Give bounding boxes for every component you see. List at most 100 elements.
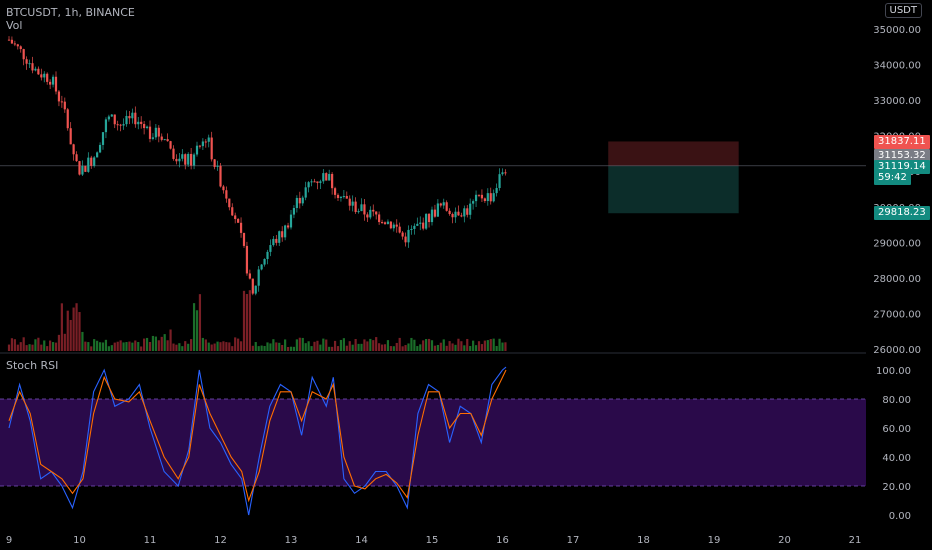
stoch-series-d xyxy=(8,369,507,503)
volume-bar xyxy=(401,346,404,351)
volume-bar xyxy=(472,340,475,351)
volume-bar xyxy=(304,343,307,351)
candle-body xyxy=(489,193,492,202)
candle-body xyxy=(292,208,296,215)
stop-loss-zone xyxy=(608,141,739,166)
candle-body xyxy=(151,137,155,139)
volume-bar xyxy=(72,307,75,351)
candle-body xyxy=(125,115,128,125)
candle-body xyxy=(192,154,196,166)
volume-bar xyxy=(298,337,301,351)
candle-body xyxy=(395,224,398,227)
volume-bar xyxy=(269,343,272,351)
symbol-label[interactable]: BTCUSDT, 1h, BINANCE xyxy=(6,6,135,19)
candle-body xyxy=(163,139,166,141)
candle-body xyxy=(210,137,213,160)
volume-bar xyxy=(110,345,113,351)
volume-bar xyxy=(251,345,254,351)
candle-body xyxy=(336,194,340,198)
volume-bar xyxy=(207,342,210,351)
volume-bar xyxy=(245,294,249,351)
volume-bar xyxy=(257,346,260,351)
volume-bar xyxy=(348,341,351,351)
candle-body xyxy=(107,116,110,120)
candle-body xyxy=(263,258,266,265)
candle-body xyxy=(422,222,425,229)
volume-bar xyxy=(498,338,501,351)
candle-body xyxy=(392,224,395,229)
candle-body xyxy=(31,63,34,71)
volume-bar xyxy=(184,341,187,351)
volume-bar xyxy=(234,337,237,351)
candle-body xyxy=(51,76,55,85)
volume-bar xyxy=(322,338,325,351)
candle-body xyxy=(160,136,163,140)
candle-body xyxy=(234,215,237,220)
candle-body xyxy=(84,165,87,172)
volume-bar xyxy=(49,340,52,351)
volume-bar xyxy=(489,339,492,351)
volume-bar xyxy=(228,342,231,351)
stop-price-tag: 31837.11 xyxy=(874,135,930,149)
candle-body xyxy=(269,245,272,252)
volume-bar xyxy=(339,339,343,351)
volume-bar xyxy=(407,343,410,351)
candle-body xyxy=(342,196,345,198)
candle-body xyxy=(378,214,381,223)
candle-body xyxy=(181,154,184,159)
candle-body xyxy=(325,173,328,181)
candle-body xyxy=(110,114,113,117)
currency-selector[interactable]: USDT xyxy=(884,3,922,18)
volume-bar xyxy=(416,346,419,351)
volume-label[interactable]: Vol xyxy=(6,19,23,32)
candle-body xyxy=(104,119,108,133)
volume-bar xyxy=(495,346,498,351)
volume-bar xyxy=(301,337,304,351)
volume-bar xyxy=(137,341,140,351)
time-axis-tick: 19 xyxy=(708,535,721,546)
volume-bar xyxy=(354,339,357,351)
candle-body xyxy=(72,144,75,155)
candle-body xyxy=(313,181,316,183)
candle-body xyxy=(37,68,40,75)
price-axis-tick: 35000.00 xyxy=(873,25,921,36)
candle-body xyxy=(389,221,392,229)
candle-body xyxy=(348,198,351,206)
volume-bar xyxy=(310,346,313,351)
time-axis-tick: 21 xyxy=(849,535,862,546)
volume-bar xyxy=(316,340,319,351)
candle-body xyxy=(439,203,442,206)
volume-bar xyxy=(40,344,43,351)
take-profit-zone xyxy=(608,165,739,214)
candle-body xyxy=(78,161,81,175)
candle-body xyxy=(260,264,263,270)
candle-body xyxy=(245,245,249,274)
volume-bar xyxy=(372,340,375,351)
volume-bar xyxy=(84,341,87,351)
volume-bar xyxy=(128,341,131,351)
candle-body xyxy=(295,197,298,209)
volume-bar xyxy=(10,338,14,351)
volume-bar xyxy=(222,341,225,351)
candle-body xyxy=(157,127,160,137)
volume-bar xyxy=(436,344,439,351)
time-axis-tick: 10 xyxy=(73,535,86,546)
candle-body xyxy=(251,278,254,294)
volume-bar xyxy=(93,339,96,351)
stoch-rsi-label[interactable]: Stoch RSI xyxy=(6,359,59,372)
time-axis-tick: 14 xyxy=(355,535,368,546)
candle-body xyxy=(278,231,281,243)
candle-body xyxy=(175,158,178,162)
candle-body xyxy=(363,204,366,215)
candle-body xyxy=(307,182,310,188)
volume-bar xyxy=(386,340,390,351)
volume-bar xyxy=(433,345,437,351)
time-axis-tick: 18 xyxy=(637,535,650,546)
candle-body xyxy=(28,63,31,65)
candle-body xyxy=(75,154,78,162)
volume-bar xyxy=(140,346,143,351)
candle-body xyxy=(134,112,137,125)
candle-body xyxy=(386,221,390,224)
time-axis-tick: 11 xyxy=(144,535,157,546)
